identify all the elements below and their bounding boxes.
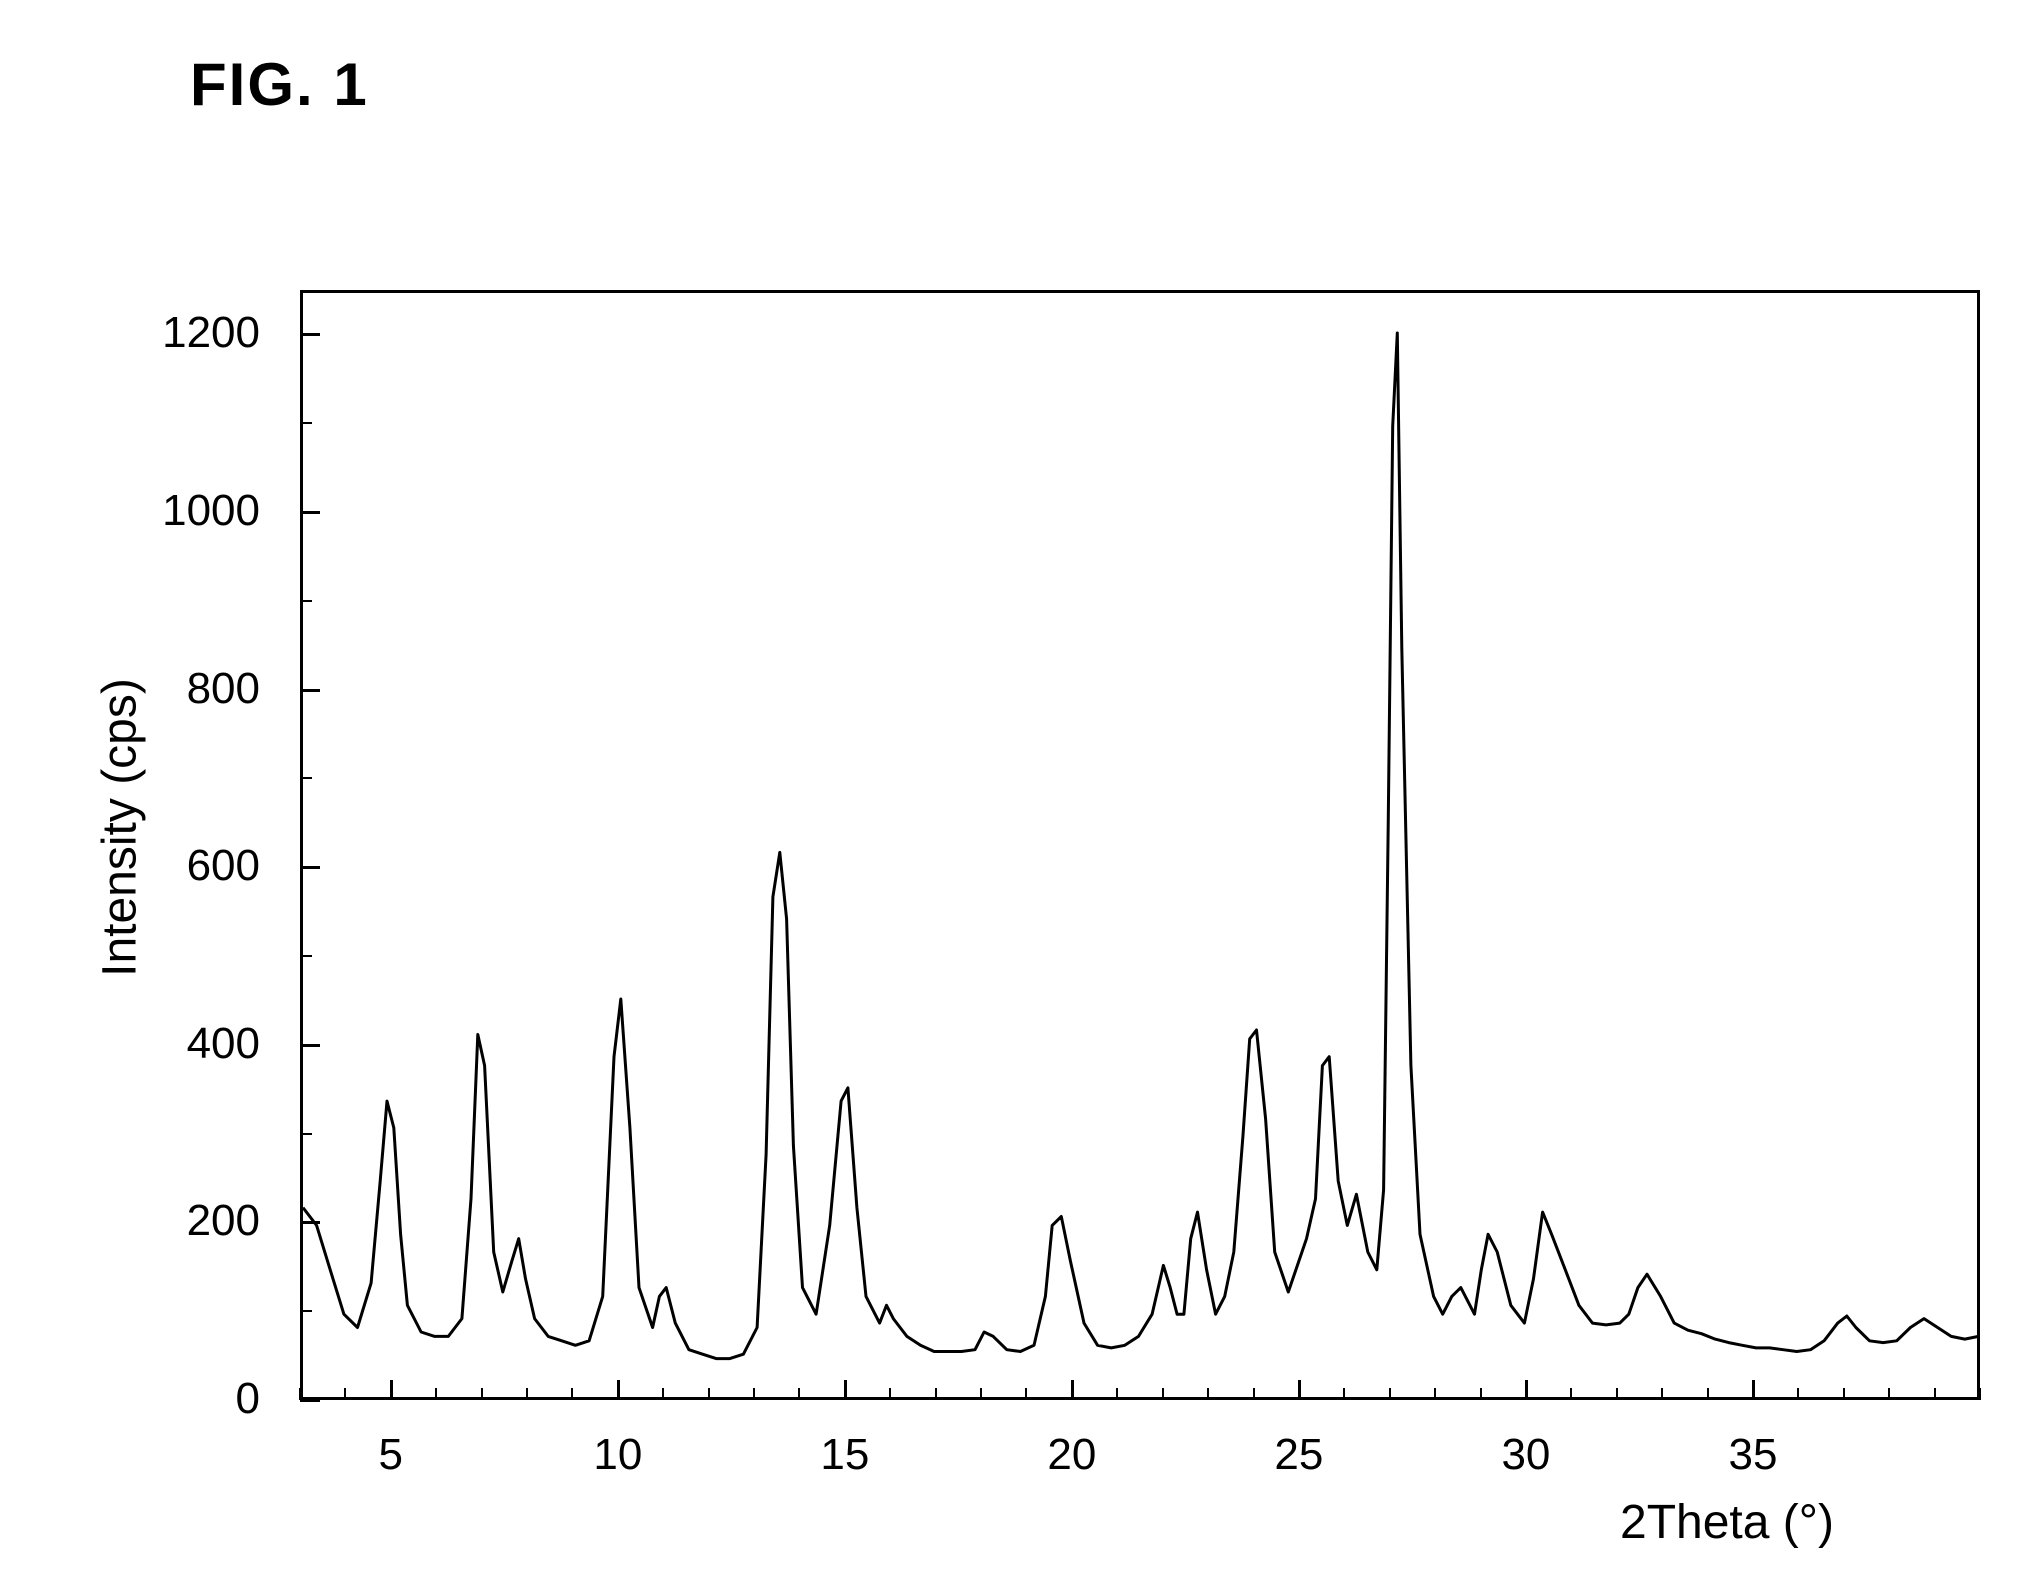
x-minor-tick [571,1388,573,1400]
y-tick-label: 1200 [110,308,260,358]
x-minor-tick [1116,1388,1118,1400]
x-tick-label: 35 [1703,1430,1803,1480]
y-tick-mark [300,866,320,869]
x-minor-tick [935,1388,937,1400]
x-tick-mark [1071,1380,1074,1400]
x-tick-label: 25 [1249,1430,1349,1480]
x-minor-tick [481,1388,483,1400]
x-tick-mark [1298,1380,1301,1400]
y-tick-mark [300,1399,320,1402]
x-minor-tick [1934,1388,1936,1400]
y-minor-tick [300,777,312,779]
y-minor-tick [300,955,312,957]
x-tick-label: 20 [1022,1430,1122,1480]
y-minor-tick [300,1310,312,1312]
y-tick-label: 800 [110,664,260,714]
x-minor-tick [1616,1388,1618,1400]
x-tick-mark [1752,1380,1755,1400]
x-minor-tick [344,1388,346,1400]
x-tick-mark [844,1380,847,1400]
x-minor-tick [526,1388,528,1400]
y-tick-label: 400 [110,1019,260,1069]
x-minor-tick [1389,1388,1391,1400]
x-minor-tick [1979,1388,1981,1400]
x-tick-label: 30 [1476,1430,1576,1480]
x-minor-tick [1570,1388,1572,1400]
x-minor-tick [435,1388,437,1400]
y-minor-tick [300,600,312,602]
y-minor-tick [300,422,312,424]
x-minor-tick [1843,1388,1845,1400]
x-minor-tick [1797,1388,1799,1400]
y-tick-mark [300,1221,320,1224]
y-tick-mark [300,689,320,692]
x-minor-tick [1025,1388,1027,1400]
y-tick-mark [300,333,320,336]
x-minor-tick [1343,1388,1345,1400]
x-minor-tick [1888,1388,1890,1400]
x-tick-mark [1525,1380,1528,1400]
spectrum-line [303,293,1983,1403]
x-minor-tick [1480,1388,1482,1400]
x-tick-mark [390,1380,393,1400]
x-minor-tick [662,1388,664,1400]
x-minor-tick [1207,1388,1209,1400]
x-minor-tick [980,1388,982,1400]
x-minor-tick [1707,1388,1709,1400]
x-minor-tick [1434,1388,1436,1400]
y-tick-mark [300,511,320,514]
x-tick-label: 10 [568,1430,668,1480]
figure-title: FIG. 1 [190,50,369,119]
x-minor-tick [708,1388,710,1400]
x-minor-tick [1661,1388,1663,1400]
x-minor-tick [1253,1388,1255,1400]
y-tick-label: 1000 [110,486,260,536]
y-tick-mark [300,1044,320,1047]
x-minor-tick [889,1388,891,1400]
x-axis-label: 2Theta (°) [1620,1495,1834,1550]
x-minor-tick [753,1388,755,1400]
y-tick-label: 0 [110,1374,260,1424]
x-minor-tick [1162,1388,1164,1400]
y-tick-label: 200 [110,1196,260,1246]
x-tick-label: 15 [795,1430,895,1480]
y-minor-tick [300,1133,312,1135]
x-tick-label: 5 [341,1430,441,1480]
plot-area [300,290,1980,1400]
x-tick-mark [617,1380,620,1400]
y-tick-label: 600 [110,841,260,891]
x-minor-tick [299,1388,301,1400]
x-minor-tick [798,1388,800,1400]
